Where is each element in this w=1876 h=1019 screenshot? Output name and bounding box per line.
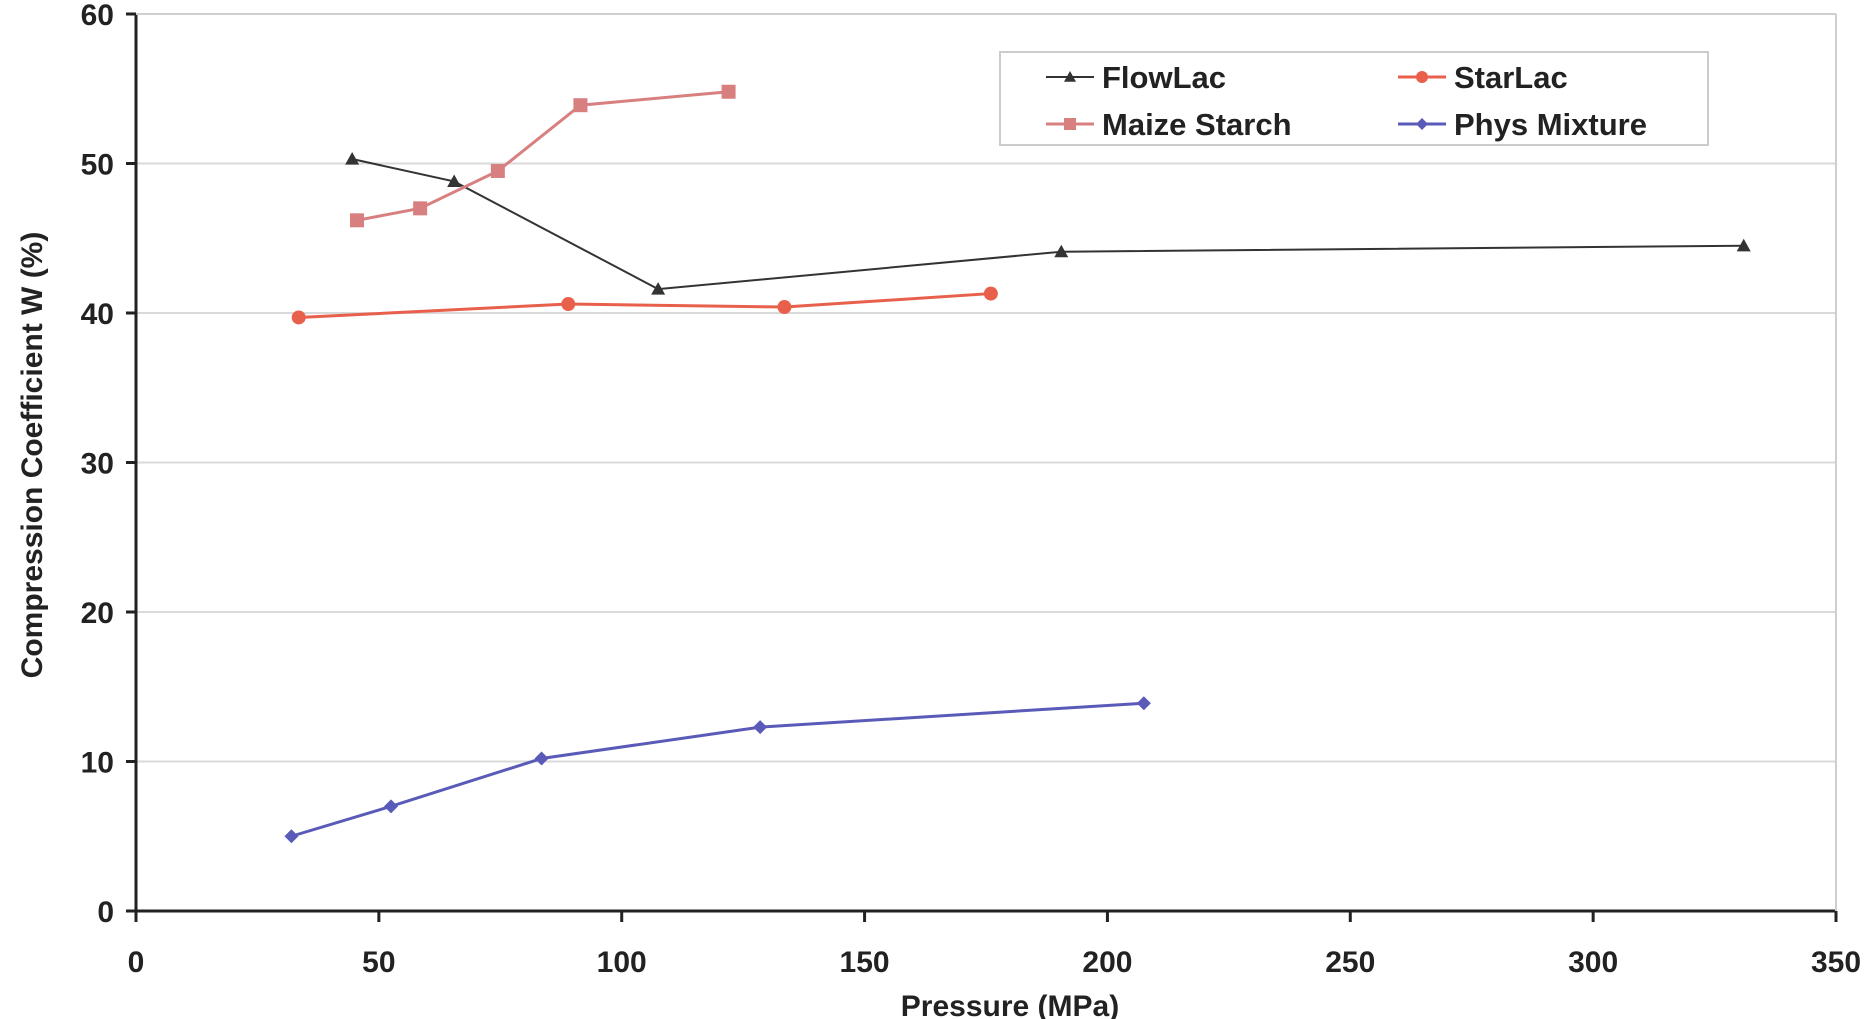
legend-item-phys-mixture: Phys Mixture bbox=[1398, 107, 1647, 142]
data-point-phys-mixture bbox=[284, 829, 299, 844]
y-axis-title: Compression Coefficient W (%) bbox=[16, 232, 49, 679]
data-point-flowlac bbox=[1736, 238, 1751, 252]
data-point-phys-mixture bbox=[534, 751, 549, 766]
legend-item-flowlac: FlowLac bbox=[1046, 60, 1226, 95]
y-tick-label: 60 bbox=[81, 0, 114, 32]
y-tick-label: 20 bbox=[81, 597, 114, 630]
legend-label: Maize Starch bbox=[1102, 107, 1292, 142]
y-tick-label: 40 bbox=[81, 298, 114, 331]
data-point-phys-mixture bbox=[384, 799, 398, 814]
legend-label: StarLac bbox=[1454, 60, 1568, 95]
data-point-flowlac bbox=[651, 282, 666, 295]
y-tick-label: 30 bbox=[81, 448, 114, 481]
x-tick-label: 200 bbox=[1082, 946, 1132, 979]
legend-swatch-marker bbox=[1416, 71, 1428, 83]
legend-swatch-marker bbox=[1064, 71, 1076, 82]
data-point-flowlac bbox=[447, 174, 462, 188]
x-tick-label: 50 bbox=[362, 946, 395, 979]
series-phys-mixture bbox=[284, 696, 1151, 844]
y-tick-label: 50 bbox=[81, 149, 114, 182]
x-tick-label: 0 bbox=[128, 946, 145, 979]
y-tick-labels: 0 10 20 30 40 50 60 bbox=[81, 0, 114, 929]
axes bbox=[126, 12, 1838, 922]
x-tick-labels: 0 50 100 150 200 250 300 350 bbox=[128, 946, 1861, 979]
series-line-maize-starch bbox=[356, 90, 729, 222]
data-point-phys-mixture bbox=[1136, 696, 1151, 711]
series-starlac bbox=[291, 286, 998, 325]
data-point-phys-mixture bbox=[753, 720, 768, 735]
legend-item-maize-starch: Maize Starch bbox=[1046, 107, 1292, 142]
data-point-maize-starch bbox=[413, 201, 428, 216]
x-tick-label: 100 bbox=[597, 946, 647, 979]
x-tick-label: 350 bbox=[1811, 946, 1861, 979]
y-tick-label: 10 bbox=[81, 747, 114, 780]
data-point-maize-starch bbox=[490, 163, 505, 178]
x-tick-label: 300 bbox=[1568, 946, 1618, 979]
series-line-starlac bbox=[298, 292, 991, 319]
data-point-flowlac bbox=[345, 152, 360, 165]
data-point-starlac bbox=[561, 297, 576, 312]
series-line-flowlac bbox=[351, 158, 1744, 291]
legend-box bbox=[999, 51, 1709, 146]
x-tick-label: 150 bbox=[840, 946, 890, 979]
x-tick-label: 250 bbox=[1325, 946, 1375, 979]
legend-item-starlac: StarLac bbox=[1398, 60, 1568, 95]
data-point-starlac bbox=[777, 300, 792, 315]
legend-label: Phys Mixture bbox=[1454, 107, 1647, 142]
legend-label: FlowLac bbox=[1102, 60, 1226, 95]
legend-swatch-marker bbox=[1416, 118, 1428, 130]
legend-swatch-marker bbox=[1064, 118, 1076, 130]
data-point-starlac bbox=[983, 286, 998, 301]
series-flowlac bbox=[345, 152, 1751, 295]
data-point-maize-starch bbox=[721, 84, 736, 99]
x-axis-title: Pressure (MPa) bbox=[901, 990, 1119, 1019]
y-tick-label: 0 bbox=[97, 896, 114, 929]
legend: FlowLac StarLac Maize Starch Phys Mixture bbox=[999, 51, 1709, 146]
data-point-starlac bbox=[291, 310, 306, 325]
series-layer bbox=[284, 84, 1751, 844]
series-line-phys-mixture bbox=[290, 701, 1144, 838]
data-point-flowlac bbox=[1054, 244, 1069, 258]
data-point-maize-starch bbox=[573, 98, 588, 113]
data-point-maize-starch bbox=[350, 213, 364, 228]
series-maize-starch bbox=[350, 84, 736, 228]
